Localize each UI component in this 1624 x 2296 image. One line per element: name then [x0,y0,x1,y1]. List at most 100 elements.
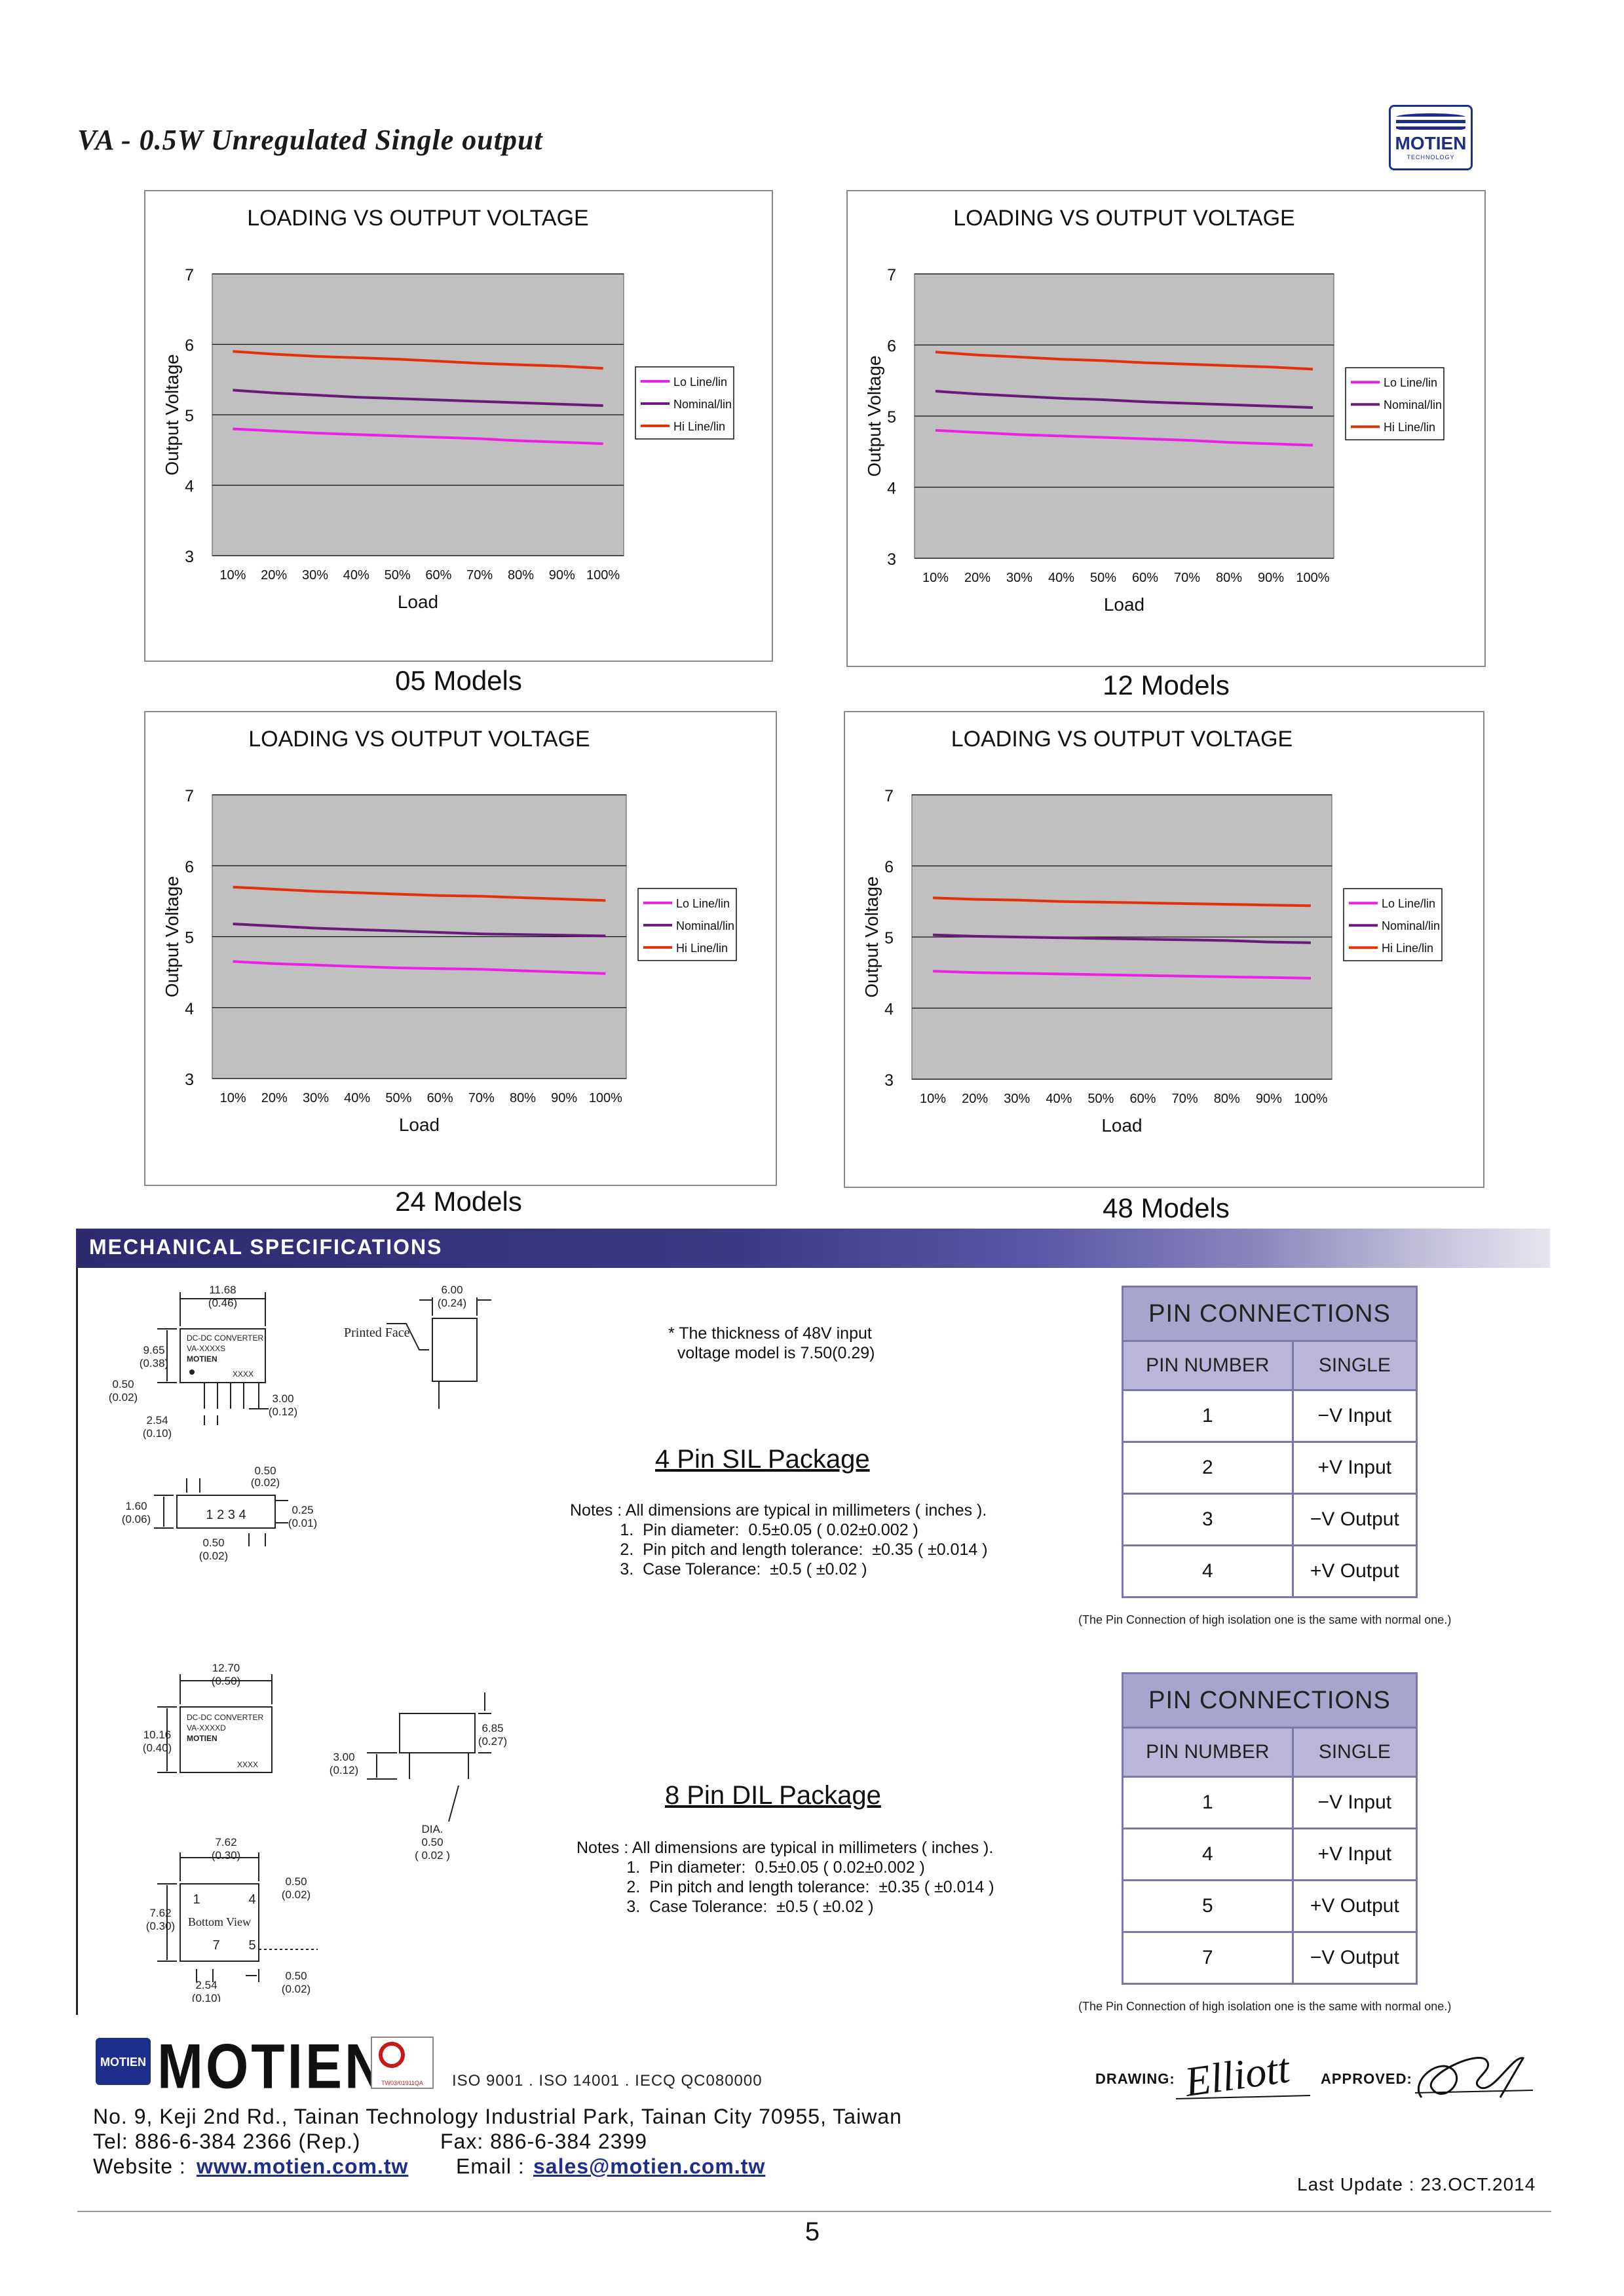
pin-number: 1 [1122,1776,1294,1829]
dil-package-title: 8 Pin DIL Package [665,1781,881,1810]
chart-title: LOADING VS OUTPUT VOLTAGE [248,727,590,752]
pin-connections-table-sil: PIN CONNECTIONS PIN NUMBER SINGLE 1 −V In… [1122,1286,1418,1598]
sil-package-title: 4 Pin SIL Package [655,1445,870,1474]
sil-package-drawing: 11.68 (0.46) 9.65 (0.38) 0.50 (0.02) 3.0… [92,1284,498,1638]
last-update: Last Update : 23.OCT.2014 [1297,2174,1536,2194]
pin-function: −V Input [1291,1389,1418,1443]
dil-dim-row-in: (0.30) [212,1849,240,1862]
x-tick-label: 30% [303,1091,329,1105]
legend-label: Nominal/lin [1382,919,1440,932]
series-line-3 [233,350,603,370]
legend-label: Nominal/lin [676,919,734,932]
x-tick-label: 20% [261,568,287,583]
y-axis-label: Output Voltage [864,355,884,476]
sil-xxxx: XXXX [233,1369,254,1379]
y-tick-label: 7 [185,787,194,805]
dil-dim-side-h: 6.85 [482,1722,503,1734]
legend-label: Lo Line/lin [1382,897,1435,910]
dil-case-side [399,1713,476,1753]
dil-dim-pitch: 2.54 [195,1979,217,1991]
chart-svg: LOADING VS OUTPUT VOLTAGE 3 4 5 6 7 10% 20% 30% 4… [861,727,1443,1136]
x-tick-label: 90% [551,1091,577,1105]
series-line-1 [935,429,1313,447]
chart-48-models: LOADING VS OUTPUT VOLTAGE 3 4 5 6 7 10% 20% 30% 4… [844,711,1484,1188]
table-row: 4 +V Input [1122,1827,1418,1881]
sil-dim-bot-b: 0.50 [202,1537,224,1549]
x-tick-label: 50% [1087,1092,1114,1106]
sil-dim-bot-h: 1.60 [125,1500,147,1512]
y-tick-label: 4 [185,1000,194,1018]
sil-case-side [432,1318,478,1382]
dil-dim-col-in: (0.30) [146,1920,175,1932]
dil-case-front [179,1706,273,1773]
sil-case-front [179,1328,266,1383]
y-axis-label: Output Voltage [861,876,882,997]
x-tick-label: 60% [427,1091,453,1105]
series-line-1 [233,427,603,446]
x-tick-label: 70% [1174,571,1200,585]
y-tick-label: 6 [884,858,894,877]
chart-svg: LOADING VS OUTPUT VOLTAGE 3 4 5 6 7 10% 20% 30% 4… [162,206,734,612]
y-tick-label: 7 [887,266,896,284]
x-tick-label: 80% [1216,571,1242,585]
sil-dim-pitch: 2.54 [146,1414,168,1426]
model-label-05: 05 Models [395,665,522,696]
y-tick-label: 5 [185,407,194,425]
sil-dim-height-in: (0.38) [140,1357,168,1369]
company-address: No. 9, Keji 2nd Rd., Tainan Technology I… [93,2105,902,2128]
logo-sub: TECHNOLOGY [1407,154,1455,161]
dil-xxxx: XXXX [237,1760,258,1769]
x-tick-label: 40% [343,568,369,583]
x-tick-label: 40% [1048,571,1074,585]
pin-number-header: PIN NUMBER [1122,1727,1294,1778]
pin-number-header: PIN NUMBER [1122,1340,1294,1391]
x-tick-label: 10% [922,571,949,585]
x-tick-label: 80% [508,568,534,583]
sil-dim-bot-r: 0.25 [292,1504,313,1516]
dil-dim-r2: 0.50 [285,1970,307,1982]
dil-dim-r1: 0.50 [285,1875,307,1888]
chart-24-models: LOADING VS OUTPUT VOLTAGE 3 4 5 6 7 10% 20% 30% 4… [144,711,777,1186]
email-label: Email : [456,2154,525,2178]
logo-waves-icon [1396,113,1465,132]
series-line-1 [233,960,606,975]
dil-label-line-1: DC-DC CONVERTER [187,1713,263,1722]
series-line-2 [233,389,603,407]
pin-function: −V Input [1291,1776,1418,1829]
x-tick-label: 10% [220,1091,246,1105]
legend-label: Lo Line/lin [676,897,730,910]
sil-label-line-2: VA-XXXXS [187,1344,225,1353]
sil-dim-pin-w: 0.50 [112,1378,134,1390]
pin-number: 3 [1122,1493,1294,1546]
model-label-24: 24 Models [395,1186,522,1217]
dil-pin-1: 1 [193,1892,200,1907]
dil-dim-side-h-in: (0.27) [478,1735,507,1748]
left-divider [76,1268,78,2015]
y-tick-label: 6 [887,337,896,356]
sil-notes: Notes : All dimensions are typical in mi… [570,1501,988,1578]
sil-dim-pin-w-in: (0.02) [109,1391,138,1404]
sil-dim-width: 11.68 [209,1284,236,1296]
dil-dim-dia: DIA. [421,1823,443,1835]
sil-dimension-svg: 11.68 (0.46) 9.65 (0.38) 0.50 (0.02) 3.0… [109,1284,491,1562]
pin-number: 4 [1122,1544,1294,1598]
email-link[interactable]: sales@motien.com.tw [533,2154,766,2178]
sil-dim-bot-top: 0.50 [254,1464,276,1477]
dil-label-line-3: MOTIEN [187,1734,217,1743]
x-tick-label: 50% [385,568,411,583]
pin-function: +V Input [1291,1441,1418,1495]
legend-label: Nominal/lin [673,398,732,411]
x-tick-label: 10% [219,568,246,583]
series-line-2 [233,923,606,938]
dil-pin-5: 5 [248,1938,255,1953]
x-tick-label: 10% [920,1092,946,1106]
dil-dim-dia-v: 0.50 [421,1836,443,1848]
y-axis-label: Output Voltage [162,354,182,475]
pin-table-note-sil: (The Pin Connection of high isolation on… [1078,1613,1452,1626]
website-link[interactable]: www.motien.com.tw [197,2154,409,2178]
document-title: VA - 0.5W Unregulated Single output [77,124,543,156]
drawing-signature-svg: Elliott [1175,2044,1311,2105]
pin-function: +V Input [1291,1827,1418,1881]
y-tick-label: 7 [185,266,194,284]
sil-dim-bot-h-in: (0.06) [122,1513,151,1525]
